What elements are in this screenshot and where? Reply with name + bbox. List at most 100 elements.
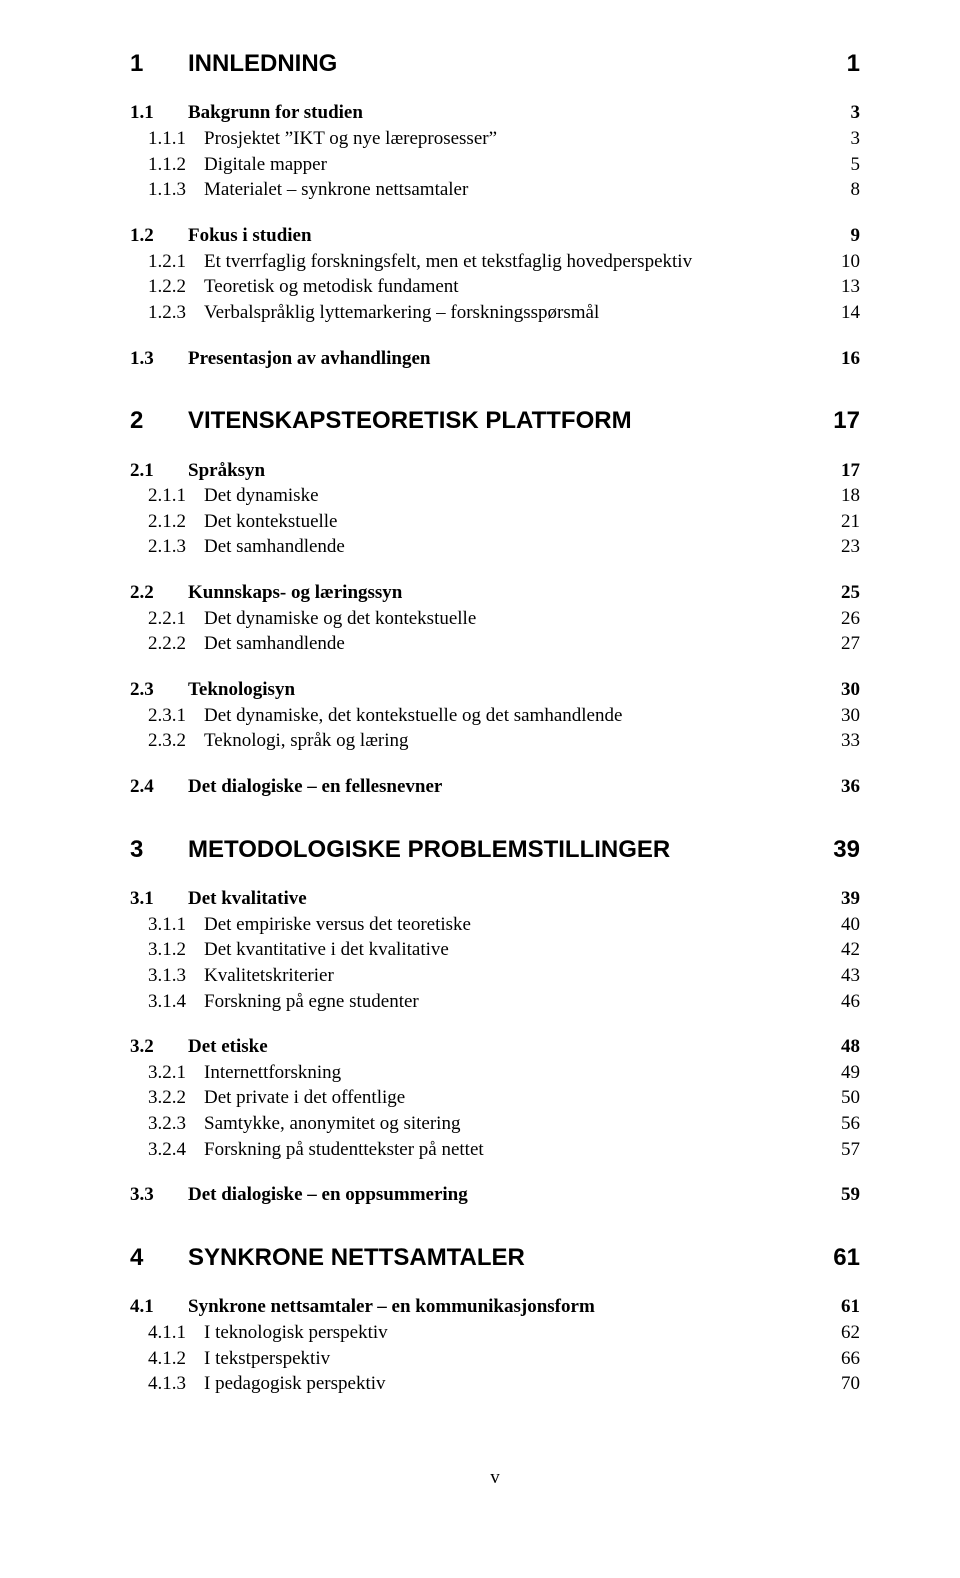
- toc-entry-title: Det dynamiske og det kontekstuelle: [204, 606, 476, 632]
- toc-entry-number: 2.2: [130, 580, 188, 606]
- toc-entry-title: INNLEDNING: [188, 48, 337, 80]
- toc-entry-title: Det samhandlende: [204, 631, 345, 657]
- toc-entry: 2.1.3Det samhandlende23: [130, 534, 860, 560]
- toc-entry-page: 59: [820, 1182, 860, 1208]
- toc-entry-title: Det samhandlende: [204, 534, 345, 560]
- toc-entry-page: 27: [820, 631, 860, 657]
- toc-entry-page: 25: [820, 580, 860, 606]
- toc-entry-page: 5: [820, 152, 860, 178]
- toc-entry-number: 4.1.3: [148, 1371, 204, 1397]
- toc-entry-number: 1.1.3: [148, 177, 204, 203]
- toc-entry-title: Et tverrfaglig forskningsfelt, men et te…: [204, 249, 692, 275]
- toc-entry: 1.3Presentasjon av avhandlingen16: [130, 346, 860, 372]
- toc-entry-page: 33: [820, 728, 860, 754]
- toc-entry-number: 1.2: [130, 223, 188, 249]
- toc-entry-page: 13: [820, 274, 860, 300]
- toc-entry-title: Fokus i studien: [188, 223, 312, 249]
- toc-entry-number: 3.2.3: [148, 1111, 204, 1137]
- toc-entry-number: 1.1.1: [148, 126, 204, 152]
- toc-entry-title: Det dynamiske: [204, 483, 319, 509]
- toc-entry-page: 14: [820, 300, 860, 326]
- toc-entry-page: 42: [820, 937, 860, 963]
- toc-entry-number: 2.2.1: [148, 606, 204, 632]
- toc-entry-title: SYNKRONE NETTSAMTALER: [188, 1242, 525, 1274]
- toc-entry-number: 3.1: [130, 886, 188, 912]
- toc-entry-number: 2.3.1: [148, 703, 204, 729]
- toc-entry-number: 1: [130, 48, 188, 80]
- toc-entry-title: Det dialogiske – en fellesnevner: [188, 774, 442, 800]
- toc-entry-page: 62: [820, 1320, 860, 1346]
- toc-entry-number: 3.2.1: [148, 1060, 204, 1086]
- toc-entry: 4.1Synkrone nettsamtaler – en kommunikas…: [130, 1294, 860, 1320]
- toc-entry-title: Forskning på studenttekster på nettet: [204, 1137, 484, 1163]
- toc-entry-title: Samtykke, anonymitet og sitering: [204, 1111, 460, 1137]
- toc-entry-number: 1.2.1: [148, 249, 204, 275]
- toc-entry-number: 1.3: [130, 346, 188, 372]
- toc-entry: 4.1.3I pedagogisk perspektiv70: [130, 1371, 860, 1397]
- toc-entry-page: 39: [820, 834, 860, 866]
- toc-entry-number: 3: [130, 834, 188, 866]
- toc-entry-page: 30: [820, 703, 860, 729]
- toc-entry-title: Synkrone nettsamtaler – en kommunikasjon…: [188, 1294, 595, 1320]
- toc-entry-title: Teoretisk og metodisk fundament: [204, 274, 459, 300]
- toc-entry-number: 4: [130, 1242, 188, 1274]
- toc-entry-page: 43: [820, 963, 860, 989]
- toc-entry-number: 1.1: [130, 100, 188, 126]
- toc-entry-number: 2: [130, 405, 188, 437]
- toc-entry-title: Bakgrunn for studien: [188, 100, 363, 126]
- toc-entry-number: 3.2.2: [148, 1085, 204, 1111]
- toc-entry: 1.2.1Et tverrfaglig forskningsfelt, men …: [130, 249, 860, 275]
- toc-entry-number: 3.1.1: [148, 912, 204, 938]
- toc-entry-page: 57: [820, 1137, 860, 1163]
- toc-entry: 3METODOLOGISKE PROBLEMSTILLINGER39: [130, 834, 860, 866]
- toc-entry-page: 8: [820, 177, 860, 203]
- toc-entry-title: Det etiske: [188, 1034, 268, 1060]
- toc-entry-title: Teknologi, språk og læring: [204, 728, 408, 754]
- toc-entry-page: 3: [820, 126, 860, 152]
- toc-entry-page: 61: [820, 1242, 860, 1274]
- toc-entry-number: 1.2.3: [148, 300, 204, 326]
- toc-entry-page: 50: [820, 1085, 860, 1111]
- toc-entry: 2.2.2Det samhandlende27: [130, 631, 860, 657]
- toc-entry-number: 3.3: [130, 1182, 188, 1208]
- toc-entry-page: 56: [820, 1111, 860, 1137]
- toc-entry: 2.2.1Det dynamiske og det kontekstuelle2…: [130, 606, 860, 632]
- toc-entry: 3.3Det dialogiske – en oppsummering 59: [130, 1182, 860, 1208]
- toc-entry-title: Kunnskaps- og læringssyn: [188, 580, 402, 606]
- toc-entry-title: Språksyn: [188, 458, 265, 484]
- toc-entry-page: 40: [820, 912, 860, 938]
- toc-entry-number: 4.1.1: [148, 1320, 204, 1346]
- toc-entry: 3.1.3Kvalitetskriterier43: [130, 963, 860, 989]
- toc-entry: 1.1.2Digitale mapper 5: [130, 152, 860, 178]
- toc-entry-title: Det kontekstuelle: [204, 509, 338, 535]
- toc-entry-page: 3: [820, 100, 860, 126]
- toc-entry-title: I teknologisk perspektiv: [204, 1320, 388, 1346]
- toc-entry: 4.1.1I teknologisk perspektiv 62: [130, 1320, 860, 1346]
- toc-entry: 3.2Det etiske48: [130, 1034, 860, 1060]
- toc-entry-page: 21: [820, 509, 860, 535]
- toc-entry-title: Verbalspråklig lyttemarkering – forsknin…: [204, 300, 599, 326]
- toc-entry: 2VITENSKAPSTEORETISK PLATTFORM17: [130, 405, 860, 437]
- toc-entry-page: 48: [820, 1034, 860, 1060]
- toc-entry-number: 2.1.2: [148, 509, 204, 535]
- toc-entry-page: 23: [820, 534, 860, 560]
- toc-entry-title: Det dialogiske – en oppsummering: [188, 1182, 468, 1208]
- toc-entry-title: Digitale mapper: [204, 152, 327, 178]
- toc-entry-title: Prosjektet ”IKT og nye læreprosesser”: [204, 126, 497, 152]
- toc-entry-number: 1.1.2: [148, 152, 204, 178]
- toc-entry: 3.1Det kvalitative39: [130, 886, 860, 912]
- toc-entry: 3.1.2Det kvantitative i det kvalitative4…: [130, 937, 860, 963]
- toc-entry: 2.3.2Teknologi, språk og læring 33: [130, 728, 860, 754]
- toc-entry-number: 4.1: [130, 1294, 188, 1320]
- toc-entry: 3.2.3Samtykke, anonymitet og sitering 56: [130, 1111, 860, 1137]
- toc-entry: 1INNLEDNING1: [130, 48, 860, 80]
- toc-entry-title: I pedagogisk perspektiv: [204, 1371, 386, 1397]
- toc-entry-title: Teknologisyn: [188, 677, 295, 703]
- toc-entry: 2.1.1Det dynamiske18: [130, 483, 860, 509]
- toc-entry: 1.1.1Prosjektet ”IKT og nye læreprosesse…: [130, 126, 860, 152]
- toc-entry-title: Kvalitetskriterier: [204, 963, 334, 989]
- toc-entry-title: I tekstperspektiv: [204, 1346, 330, 1372]
- toc-entry-page: 36: [820, 774, 860, 800]
- toc-entry-number: 2.3.2: [148, 728, 204, 754]
- toc-entry: 1.1.3Materialet – synkrone nettsamtaler8: [130, 177, 860, 203]
